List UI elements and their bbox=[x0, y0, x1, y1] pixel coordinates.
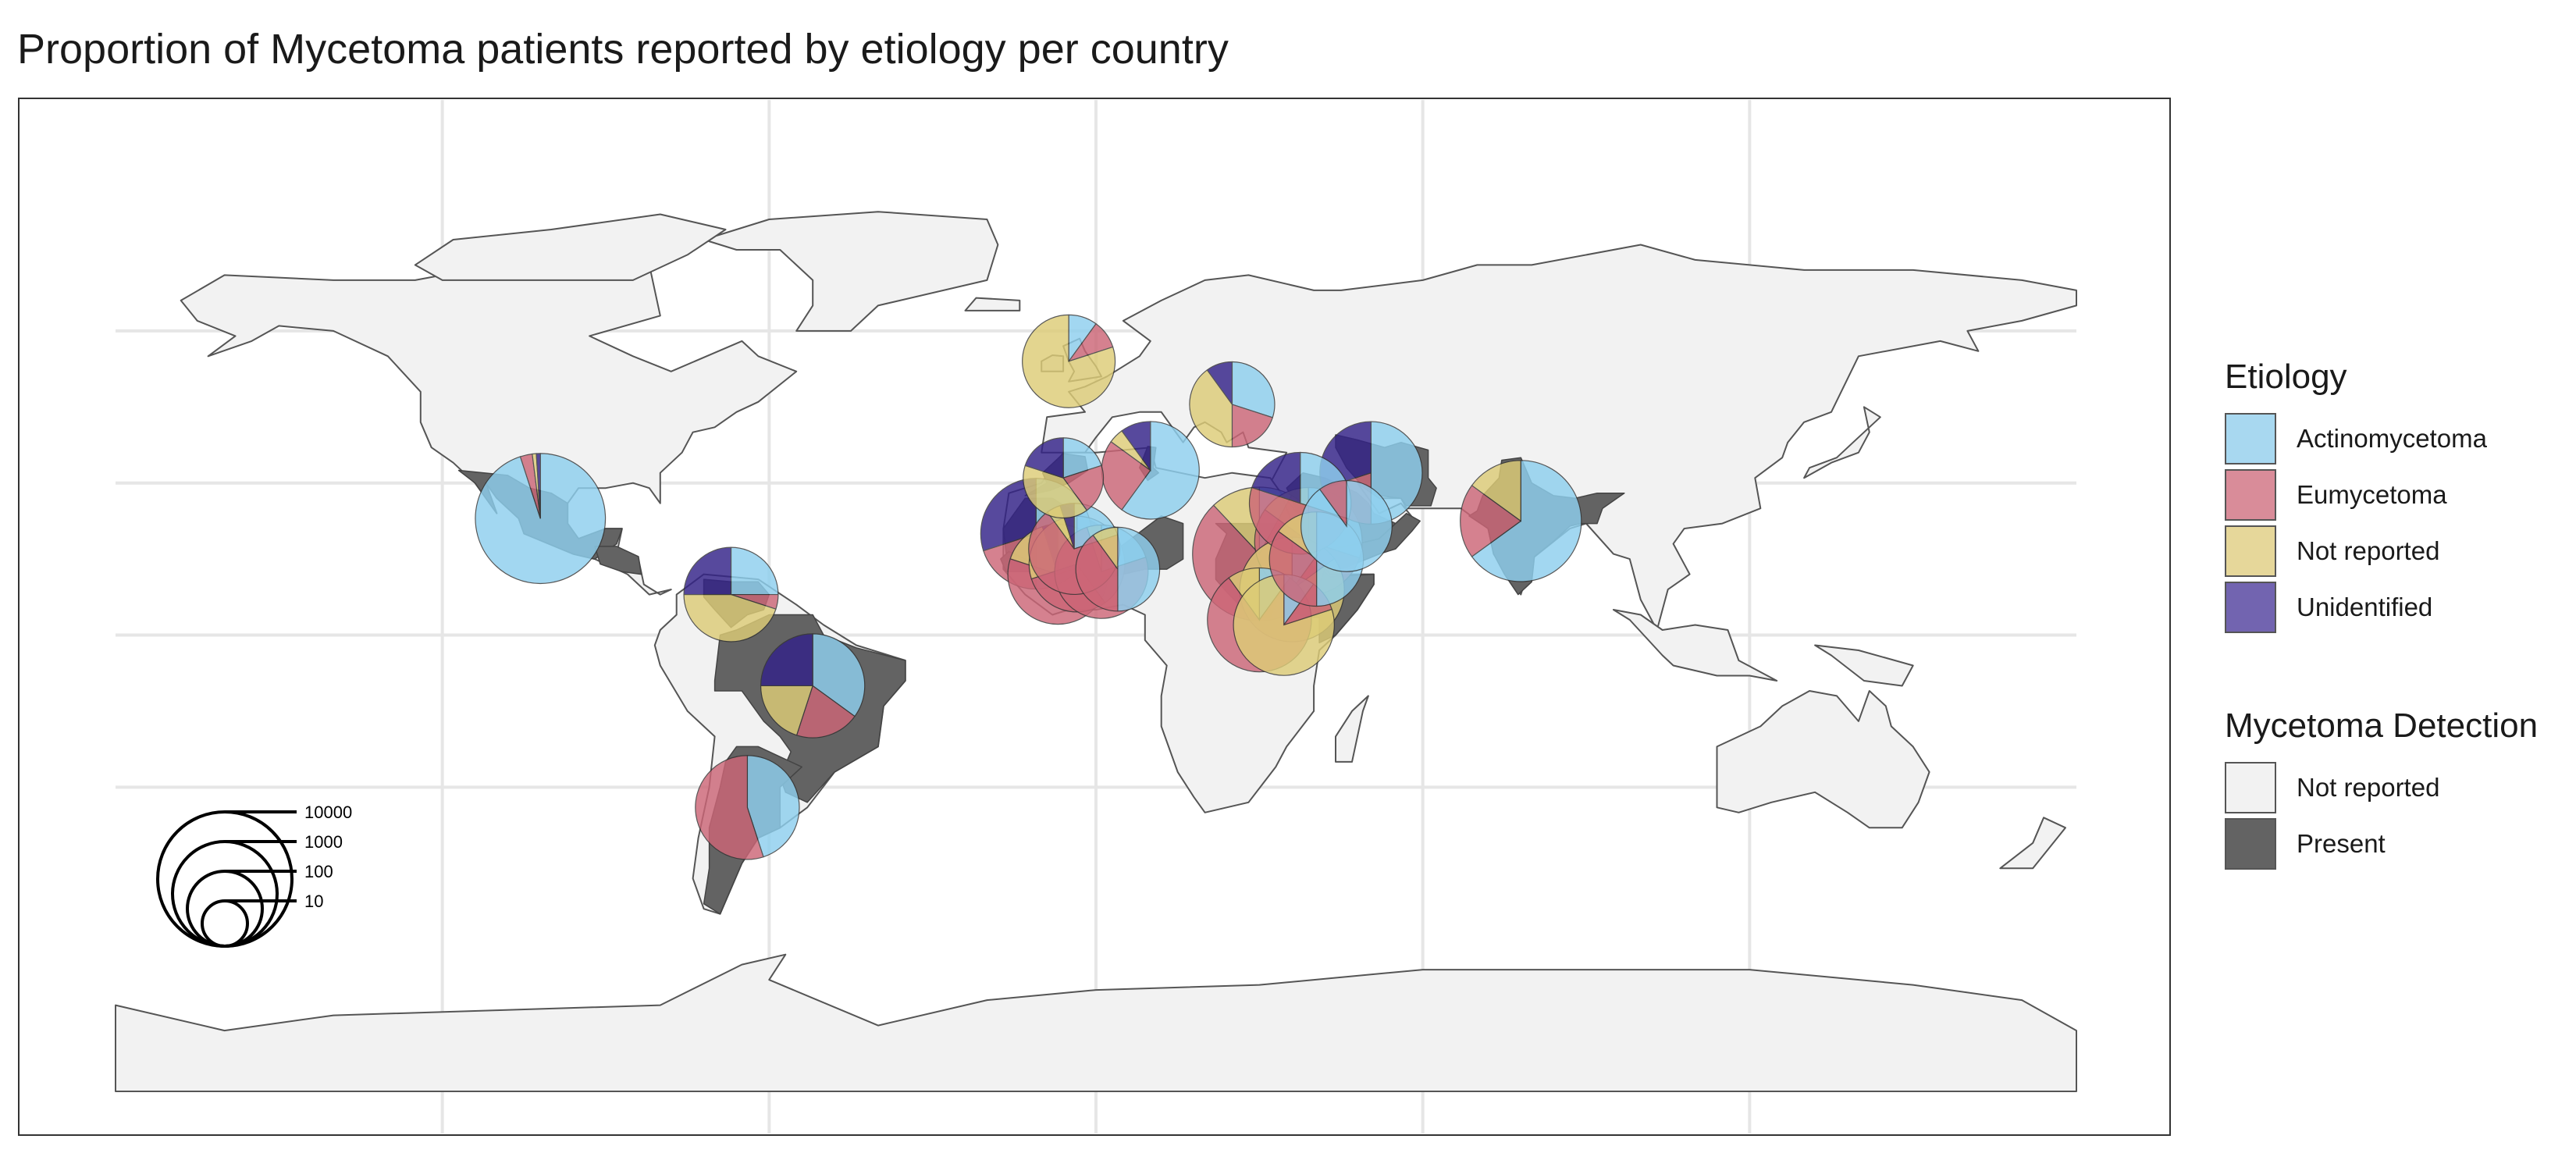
figure-title: Proportion of Mycetoma patients reported… bbox=[17, 26, 1229, 73]
unidentified-slice bbox=[683, 546, 732, 596]
pie-morocco bbox=[1023, 437, 1105, 519]
land-new-zealand bbox=[1999, 817, 2066, 870]
detection-present-swatch bbox=[2225, 818, 2276, 870]
size-label: 1000 bbox=[304, 832, 343, 852]
eumycetoma-slice bbox=[1231, 404, 1274, 448]
pie-romania bbox=[1189, 361, 1276, 448]
unidentified-slice bbox=[760, 633, 813, 687]
land-indonesia bbox=[1612, 609, 1778, 682]
eumycetoma-slice bbox=[1460, 484, 1522, 557]
legend-item-detection-present: Present bbox=[2225, 816, 2538, 872]
pie-united-kingdom bbox=[1022, 314, 1116, 408]
legend-label-not-reported: Not reported bbox=[2297, 536, 2440, 565]
not-reported-slice bbox=[1092, 526, 1119, 571]
eumycetoma-slice bbox=[1318, 479, 1347, 528]
size-label: 100 bbox=[304, 862, 333, 881]
size-label: 10 bbox=[304, 892, 323, 911]
pie-india bbox=[1460, 460, 1582, 582]
eumycetoma-slice bbox=[1062, 464, 1105, 511]
not-reported-slice bbox=[683, 593, 777, 642]
unidentified-slice bbox=[535, 453, 541, 519]
legend-item-actinomycetoma: Actinomycetoma bbox=[2225, 411, 2487, 467]
not-reported-slice bbox=[1233, 574, 1335, 676]
pie-venezuela bbox=[683, 546, 779, 642]
actinomycetoma-slice bbox=[1121, 421, 1200, 520]
legend-label-detection-present: Present bbox=[2297, 829, 2386, 858]
eumycetoma-slice bbox=[795, 685, 856, 739]
detection-legend-title: Mycetoma Detection bbox=[2225, 707, 2539, 745]
not-reported-swatch bbox=[2225, 525, 2276, 577]
unidentified-slice bbox=[1024, 437, 1064, 479]
legend-label-actinomycetoma: Actinomycetoma bbox=[2297, 424, 2487, 453]
land-arctic-islands bbox=[414, 213, 727, 281]
size-legend: 10000 1000 100 10 bbox=[156, 803, 352, 948]
legend-label-eumycetoma: Eumycetoma bbox=[2297, 480, 2447, 509]
actinomycetoma-swatch bbox=[2225, 413, 2276, 464]
pie-brazil bbox=[760, 633, 866, 739]
pie-mexico bbox=[475, 453, 607, 585]
actinomycetoma-slice bbox=[746, 755, 800, 858]
legend-item-eumycetoma: Eumycetoma bbox=[2225, 467, 2487, 523]
land-antarctica bbox=[115, 953, 2077, 1092]
eumycetoma-slice bbox=[695, 755, 764, 860]
size-label: 10000 bbox=[304, 803, 352, 822]
legend-item-not-reported: Not reported bbox=[2225, 523, 2487, 579]
legend-item-detection-not-reported: Not reported bbox=[2225, 760, 2538, 816]
pie-nigeria bbox=[1075, 526, 1161, 612]
legend-item-unidentified: Unidentified bbox=[2225, 579, 2487, 635]
actinomycetoma-slice bbox=[1062, 437, 1102, 479]
eumycetoma-swatch bbox=[2225, 469, 2276, 521]
detection-not-reported-swatch bbox=[2225, 762, 2276, 813]
land-japan bbox=[1803, 406, 1881, 479]
actinomycetoma-slice bbox=[1117, 526, 1161, 612]
eumycetoma-slice bbox=[1268, 530, 1318, 607]
land-new-guinea bbox=[1814, 644, 1914, 687]
not-reported-slice bbox=[1471, 460, 1521, 522]
unidentified-slice bbox=[1251, 451, 1301, 504]
country-pie-glyphs bbox=[475, 314, 1582, 860]
actinomycetoma-slice bbox=[730, 546, 779, 596]
legend-label-unidentified: Unidentified bbox=[2297, 593, 2433, 621]
unidentified-slice bbox=[1121, 421, 1151, 472]
pie-tunisia bbox=[1101, 421, 1200, 520]
pie-oman bbox=[1300, 479, 1393, 572]
not-reported-slice bbox=[1189, 369, 1233, 448]
land-iceland bbox=[964, 297, 1021, 311]
etiology-legend-title: Etiology bbox=[2225, 358, 2347, 396]
actinomycetoma-slice bbox=[812, 633, 866, 717]
detection-legend: Mycetoma Detection Not reported Present bbox=[2225, 707, 2538, 872]
land-europe-asia bbox=[1041, 244, 2077, 631]
eumycetoma-slice bbox=[1075, 534, 1119, 612]
not-reported-slice bbox=[1023, 464, 1088, 519]
etiology-legend: Etiology Actinomycetoma Eumycetoma Not r… bbox=[2225, 358, 2487, 635]
pie-argentina bbox=[695, 755, 800, 860]
actinomycetoma-slice bbox=[1231, 361, 1276, 418]
unidentified-slice bbox=[1206, 361, 1233, 406]
land-australia bbox=[1716, 690, 1930, 829]
unidentified-swatch bbox=[2225, 582, 2276, 633]
not-reported-slice bbox=[760, 685, 813, 736]
present-central-america bbox=[594, 546, 642, 575]
land-greenland bbox=[703, 211, 999, 332]
not-reported-slice bbox=[1022, 314, 1116, 408]
actinomycetoma-slice bbox=[1471, 460, 1582, 582]
legend-label-detection-not-reported: Not reported bbox=[2297, 773, 2440, 802]
land-madagascar bbox=[1335, 695, 1369, 763]
